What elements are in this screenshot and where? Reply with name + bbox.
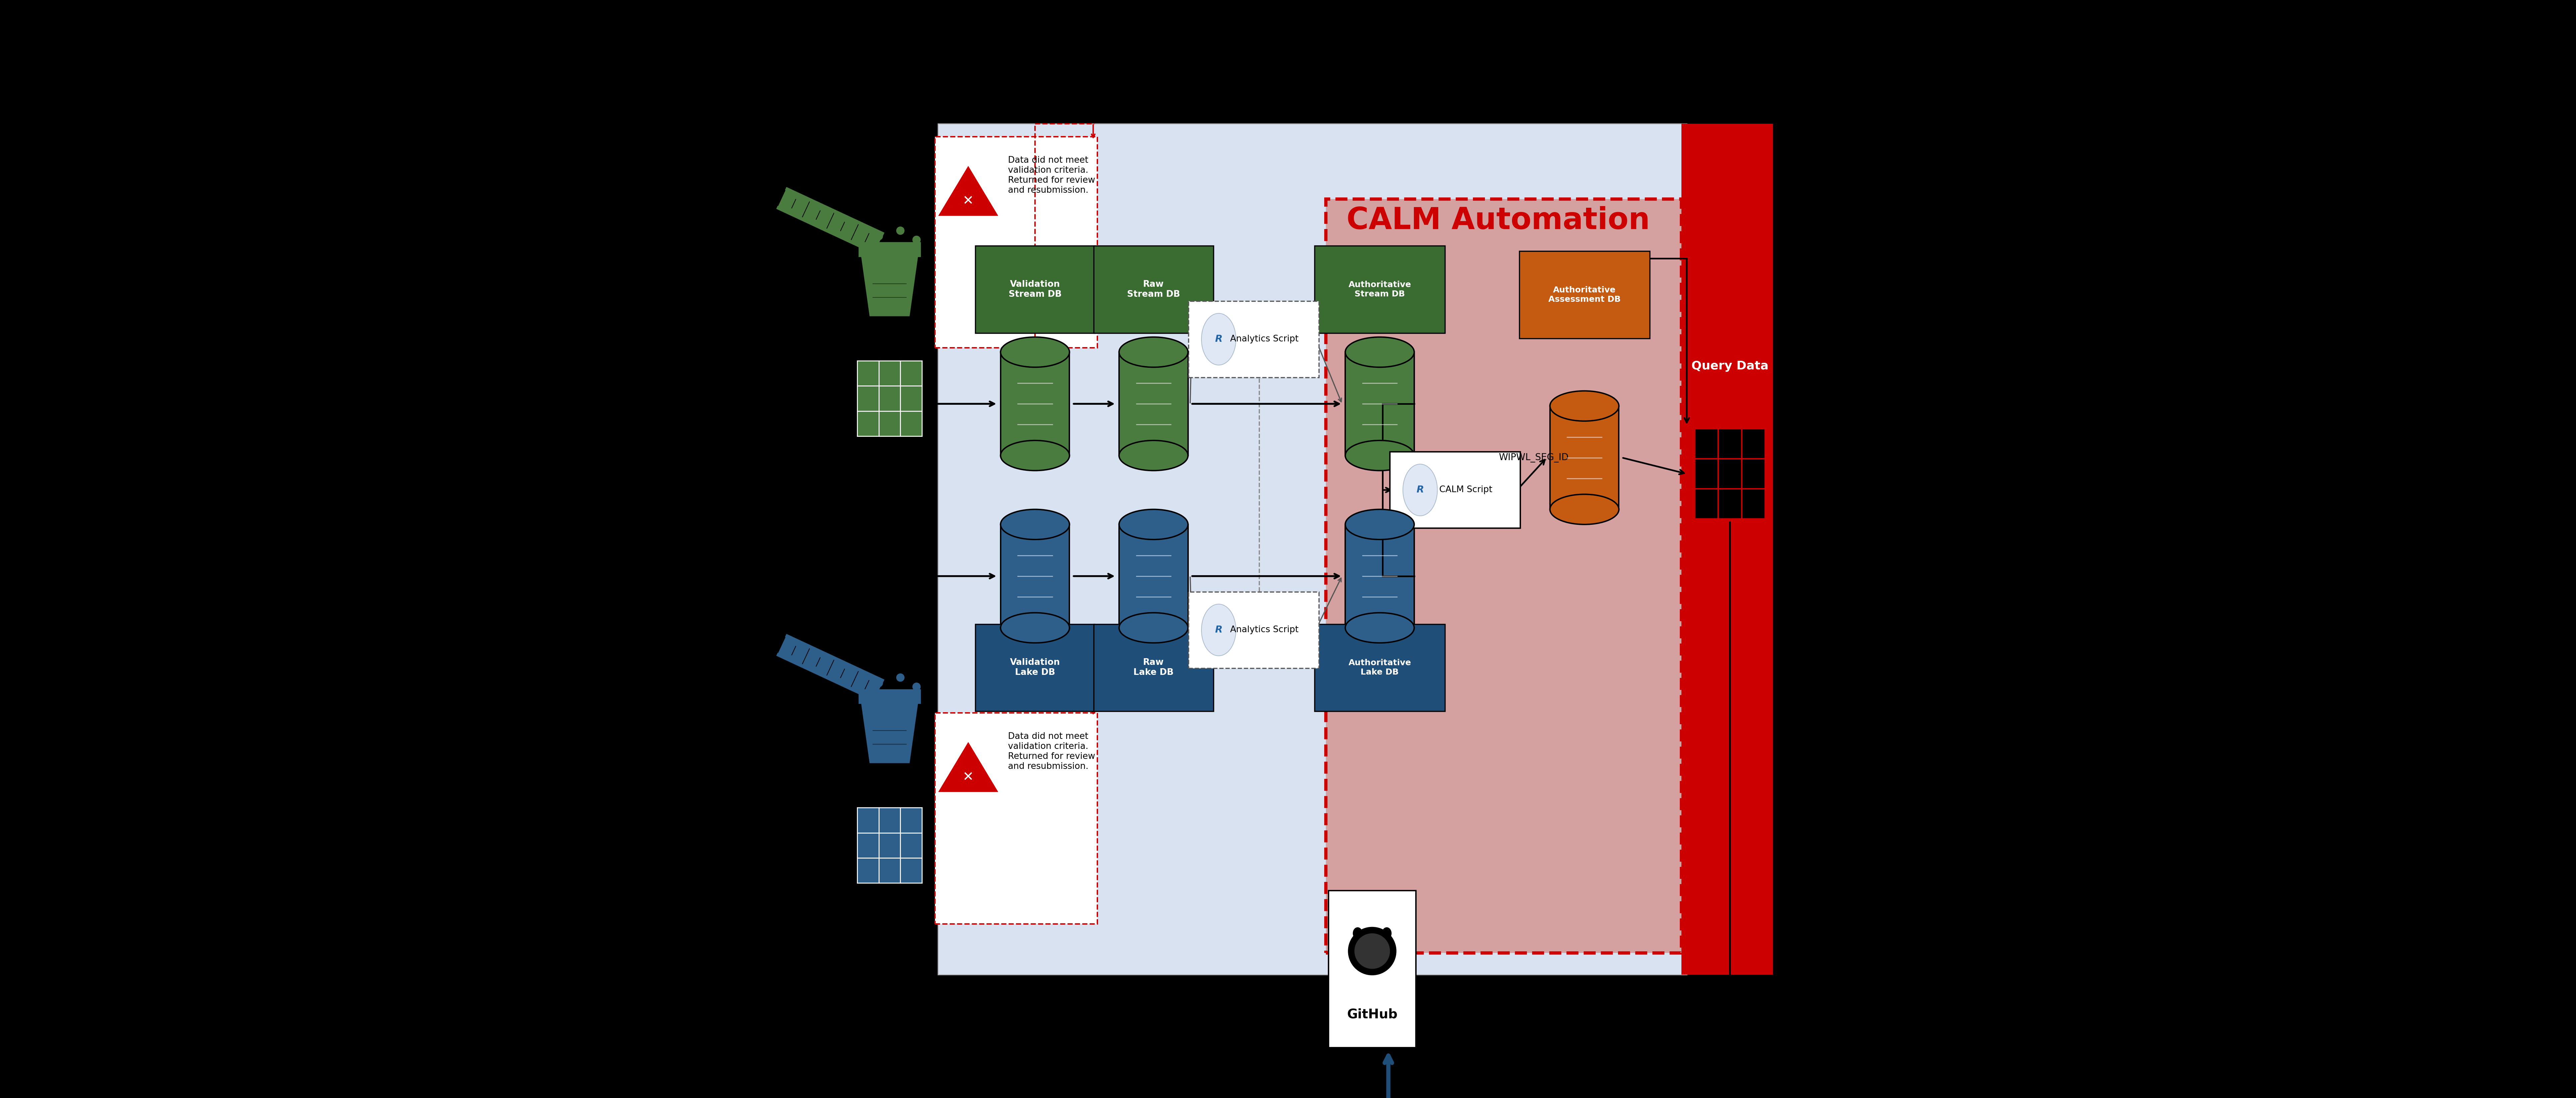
Text: CALM Script: CALM Script [1440,485,1492,494]
FancyBboxPatch shape [1682,124,1772,975]
Text: Server Environment: Server Environment [989,82,1329,112]
Polygon shape [775,188,884,255]
Ellipse shape [1118,337,1188,367]
Ellipse shape [1352,927,1363,940]
FancyBboxPatch shape [858,361,922,436]
Text: Raw
Lake DB: Raw Lake DB [1133,659,1175,677]
FancyBboxPatch shape [938,124,1687,975]
Ellipse shape [1381,927,1391,940]
FancyBboxPatch shape [1188,301,1319,378]
Polygon shape [1345,352,1414,456]
FancyBboxPatch shape [858,808,922,883]
Text: GitHub: GitHub [1347,1008,1396,1021]
Polygon shape [858,243,920,256]
FancyBboxPatch shape [1695,428,1765,519]
Text: Validation
Stream DB: Validation Stream DB [1007,280,1061,299]
Polygon shape [1551,406,1618,509]
Text: R: R [1216,625,1221,635]
Circle shape [876,233,884,240]
Ellipse shape [999,613,1069,643]
Text: Data did not meet
validation criteria.
Returned for review
and resubmission.: Data did not meet validation criteria. R… [1007,732,1095,771]
FancyBboxPatch shape [1520,251,1649,338]
Text: CALM Automation: CALM Automation [1347,206,1649,235]
Text: Analytics Script: Analytics Script [1231,335,1298,344]
Ellipse shape [1118,613,1188,643]
Polygon shape [858,690,920,703]
FancyBboxPatch shape [1314,624,1445,712]
Circle shape [912,236,920,244]
Polygon shape [1118,525,1188,628]
Ellipse shape [1345,613,1414,643]
Polygon shape [938,165,999,216]
Text: Validation
Lake DB: Validation Lake DB [1010,659,1059,677]
Circle shape [896,227,904,235]
Ellipse shape [1200,313,1236,365]
Ellipse shape [1551,391,1618,421]
FancyBboxPatch shape [1391,451,1520,528]
Text: Query Data: Query Data [1690,360,1767,372]
Ellipse shape [1118,440,1188,471]
Text: ✕: ✕ [963,194,974,208]
Text: Authoritative
Assessment DB: Authoritative Assessment DB [1548,287,1620,303]
Text: Authoritative
Stream DB: Authoritative Stream DB [1347,281,1412,298]
FancyBboxPatch shape [976,246,1095,333]
FancyBboxPatch shape [1095,624,1213,712]
Circle shape [876,680,884,687]
FancyBboxPatch shape [1188,592,1319,669]
Polygon shape [1118,352,1188,456]
Polygon shape [999,525,1069,628]
Ellipse shape [1404,464,1437,516]
Text: Data did not meet
validation criteria.
Returned for review
and resubmission.: Data did not meet validation criteria. R… [1007,156,1095,194]
Ellipse shape [999,337,1069,367]
Circle shape [1355,933,1391,968]
Ellipse shape [1118,509,1188,539]
Circle shape [896,674,904,682]
Text: WIPWL_SEG_ID: WIPWL_SEG_ID [1499,453,1569,462]
Ellipse shape [1345,337,1414,367]
Ellipse shape [1200,604,1236,656]
Polygon shape [775,635,884,702]
Text: R: R [1216,335,1221,344]
Ellipse shape [1345,440,1414,471]
Ellipse shape [999,440,1069,471]
Text: Raw
Stream DB: Raw Stream DB [1126,280,1180,299]
Ellipse shape [999,509,1069,539]
Polygon shape [860,256,917,316]
Polygon shape [938,741,999,793]
Polygon shape [860,703,917,763]
Text: ✕: ✕ [963,771,974,784]
FancyBboxPatch shape [1329,890,1417,1047]
Text: Analytics Script: Analytics Script [1231,626,1298,635]
Polygon shape [999,352,1069,456]
FancyBboxPatch shape [935,713,1097,923]
Ellipse shape [1551,494,1618,525]
Text: R: R [1417,485,1425,494]
Circle shape [912,683,920,691]
FancyBboxPatch shape [976,624,1095,712]
Polygon shape [1345,525,1414,628]
Text: Authoritative
Lake DB: Authoritative Lake DB [1347,659,1412,676]
FancyBboxPatch shape [1095,246,1213,333]
Circle shape [1347,927,1396,975]
Ellipse shape [1345,509,1414,539]
FancyBboxPatch shape [1314,246,1445,333]
FancyBboxPatch shape [935,137,1097,348]
FancyBboxPatch shape [1327,199,1682,953]
